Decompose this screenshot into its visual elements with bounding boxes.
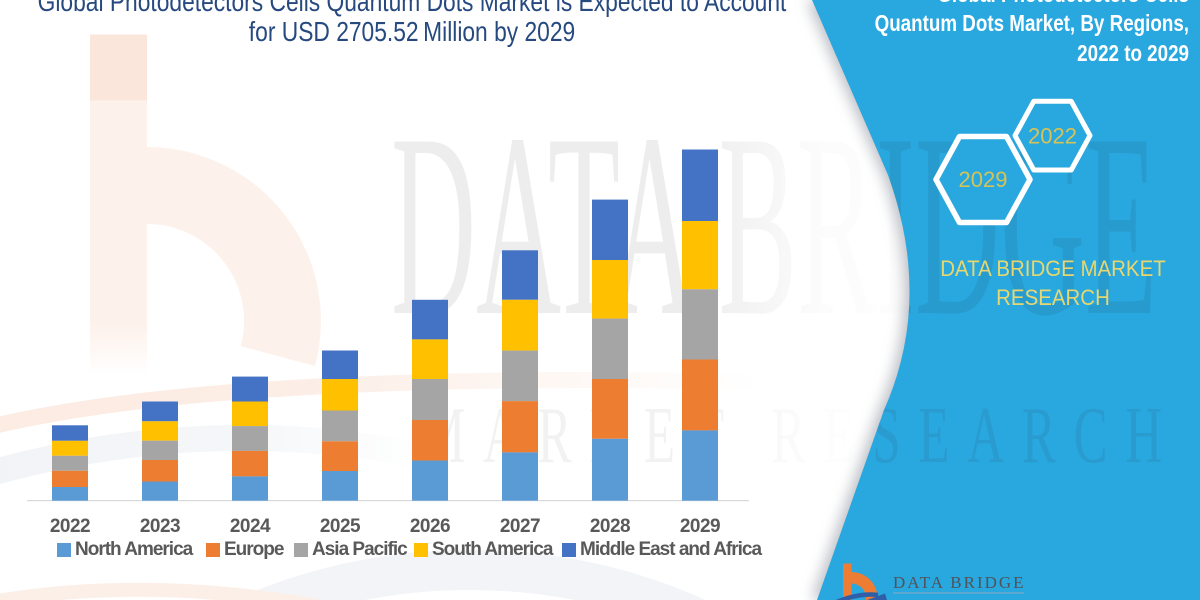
svg-text:DATA BRIDGE: DATA BRIDGE [893,573,1026,592]
svg-text:2029: 2029 [959,167,1008,192]
svg-text:2022: 2022 [1028,124,1077,149]
